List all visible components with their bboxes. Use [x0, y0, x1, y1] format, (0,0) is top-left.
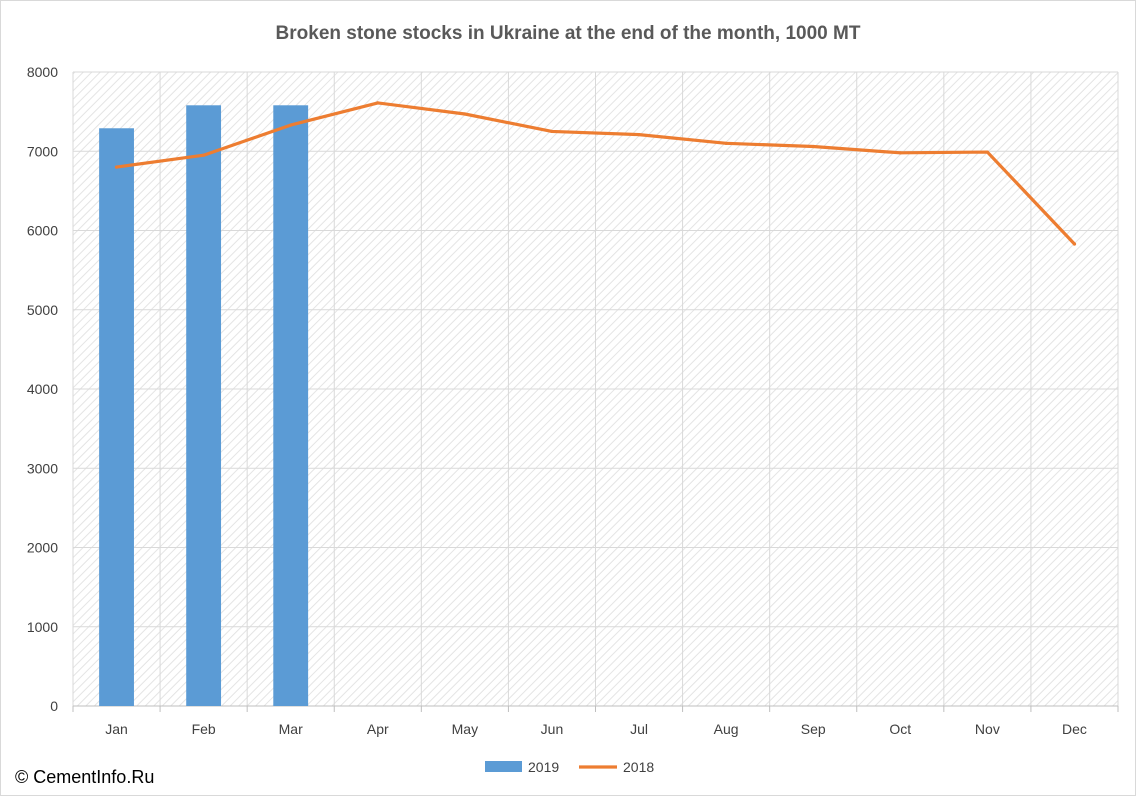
line-2018	[114, 101, 1077, 246]
x-tick-label: Apr	[367, 721, 389, 737]
x-tick-label: May	[452, 721, 478, 737]
bar-2019	[273, 105, 309, 706]
point-2018	[985, 150, 989, 154]
y-tick-label: 8000	[27, 64, 58, 80]
legend-label-2018: 2018	[623, 759, 654, 775]
x-tick-label: Jan	[105, 721, 128, 737]
x-tick-label: Nov	[975, 721, 1000, 737]
y-tick-label: 4000	[27, 381, 58, 397]
x-tick-label: Dec	[1062, 721, 1087, 737]
x-tick-label: Sep	[801, 721, 826, 737]
x-tick-label: Feb	[192, 721, 216, 737]
plot-area: 0 1000 2000 3000 4000 5000 6000 7000 8000 Jan Feb M…	[27, 64, 1119, 737]
y-tick-label: 2000	[27, 540, 58, 556]
x-tick-label: Oct	[889, 721, 911, 737]
point-2018	[202, 153, 206, 157]
y-tick-label: 0	[50, 698, 58, 714]
point-2018	[376, 101, 380, 105]
bar-2019	[186, 105, 222, 706]
point-2018	[637, 133, 641, 137]
y-tick-label: 5000	[27, 302, 58, 318]
point-2018	[289, 123, 293, 127]
point-2018	[724, 141, 728, 145]
legend-label-2019: 2019	[528, 759, 559, 775]
point-2018	[550, 129, 554, 134]
x-tick-label: Jun	[541, 721, 564, 737]
x-tick-label: Jul	[630, 721, 648, 737]
point-2018	[1072, 242, 1077, 246]
bar-2019	[99, 128, 134, 706]
y-tick-label: 7000	[27, 143, 58, 159]
legend-swatch-2019	[485, 761, 522, 772]
x-tick-label: Aug	[714, 721, 739, 737]
y-tick-label: 1000	[27, 619, 58, 635]
point-2018	[898, 151, 902, 155]
legend: 2019 2018	[485, 759, 654, 775]
point-2018	[463, 112, 467, 116]
credit-text: © CementInfo.Ru	[15, 767, 155, 787]
y-tick-label: 6000	[27, 223, 58, 239]
point-2018	[811, 144, 815, 149]
point-2018	[114, 165, 119, 169]
x-tick-label: Mar	[279, 721, 303, 737]
chart-title: Broken stone stocks in Ukraine at the en…	[276, 23, 861, 44]
y-tick-label: 3000	[27, 460, 58, 476]
